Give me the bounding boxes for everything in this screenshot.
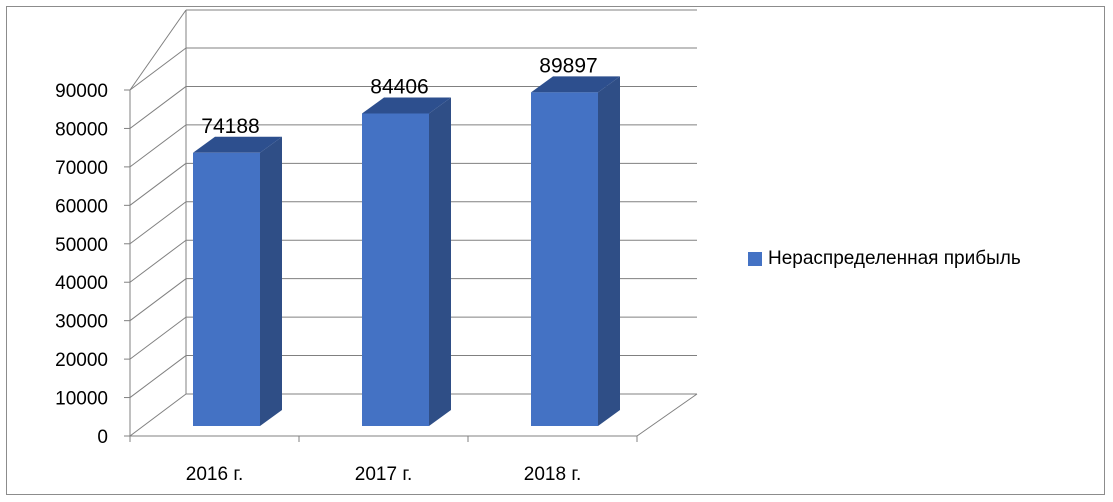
bar-front-face bbox=[531, 92, 598, 426]
legend-swatch bbox=[748, 252, 762, 266]
bar bbox=[193, 136, 282, 426]
y-tick-label: 40000 bbox=[55, 273, 108, 294]
x-category-label: 2017 г. bbox=[355, 464, 412, 485]
bar bbox=[362, 97, 451, 426]
y-tick-label: 90000 bbox=[55, 81, 108, 102]
y-tick-label: 80000 bbox=[55, 119, 108, 140]
data-label: 89897 bbox=[539, 54, 597, 77]
gridline-side bbox=[129, 278, 187, 322]
y-tick-label: 10000 bbox=[55, 389, 108, 410]
bars-group bbox=[193, 76, 620, 426]
gridline-side bbox=[129, 162, 187, 206]
bar-side-face bbox=[429, 97, 451, 426]
y-tick-label: 50000 bbox=[55, 235, 108, 256]
y-tick-label: 30000 bbox=[55, 312, 108, 333]
gridline-side bbox=[129, 124, 187, 168]
gridline-side bbox=[129, 86, 187, 129]
x-category-label: 2018 г. bbox=[524, 464, 581, 485]
y-tick-label: 60000 bbox=[55, 196, 108, 217]
legend: Нераспределенная прибыль bbox=[748, 248, 1021, 270]
bar-top-face bbox=[193, 136, 282, 153]
labels-group: 0 10000 20000 30000 40000 50000 60000 70000 8000… bbox=[55, 54, 598, 485]
bar-top-face bbox=[362, 97, 451, 114]
bar-side-face bbox=[598, 76, 620, 426]
bar-side-face bbox=[260, 136, 282, 426]
gridline-side bbox=[129, 355, 187, 398]
legend-label: Нераспределенная прибыль bbox=[768, 248, 1021, 269]
floor-right-edge bbox=[636, 393, 698, 437]
y-tick-label: 20000 bbox=[55, 350, 108, 371]
bar-front-face bbox=[193, 152, 260, 426]
gridline-side bbox=[129, 47, 187, 91]
x-category-label: 2016 г. bbox=[186, 464, 243, 485]
bar bbox=[531, 76, 620, 426]
bar-front-face bbox=[362, 113, 429, 426]
gridline-side bbox=[129, 393, 187, 437]
gridline-side bbox=[129, 201, 187, 245]
bar-top-face bbox=[531, 76, 620, 93]
data-label: 84406 bbox=[370, 76, 428, 99]
gridline-side bbox=[129, 316, 187, 360]
data-label: 74188 bbox=[201, 115, 259, 138]
y-tick-label: 0 bbox=[97, 427, 108, 448]
gridline-side bbox=[129, 9, 187, 91]
gridline-side bbox=[129, 239, 187, 283]
y-tick-label: 70000 bbox=[55, 158, 108, 179]
